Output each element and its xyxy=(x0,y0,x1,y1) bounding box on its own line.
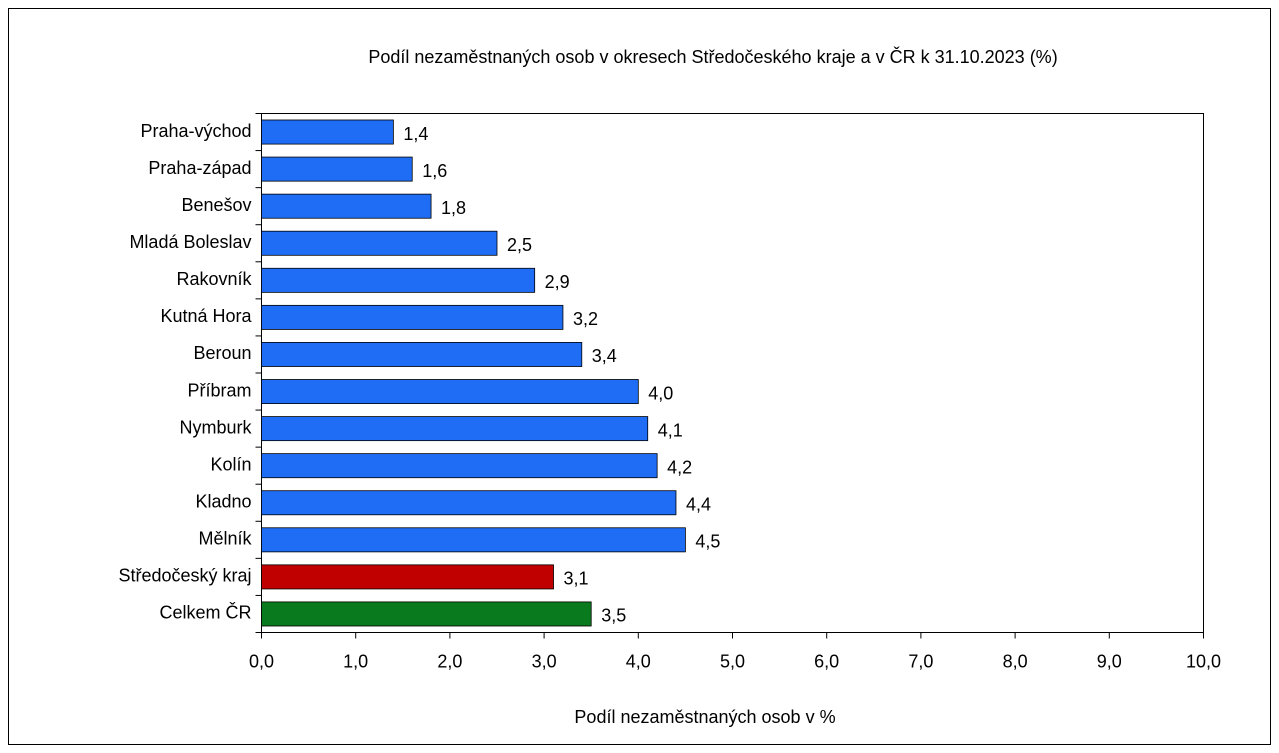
bar xyxy=(261,267,536,293)
x-tick-label: 0,0 xyxy=(249,651,274,671)
value-label: 3,5 xyxy=(601,606,626,626)
bar xyxy=(261,564,554,590)
value-label: 1,4 xyxy=(403,124,428,144)
value-label: 1,6 xyxy=(422,161,447,181)
bar xyxy=(261,490,677,516)
y-tick-label: Kolín xyxy=(210,454,251,474)
y-tick-label: Praha-východ xyxy=(140,121,251,141)
bar xyxy=(261,453,658,479)
y-tick-label: Kladno xyxy=(195,492,251,512)
y-tick-label: Praha-západ xyxy=(148,158,251,178)
y-tick-label: Příbram xyxy=(187,380,251,400)
y-tick-label: Středočeský kraj xyxy=(118,566,251,586)
value-label: 3,4 xyxy=(592,346,617,366)
y-tick-label: Celkem ČR xyxy=(159,602,251,623)
value-label: 2,5 xyxy=(507,235,532,255)
x-tick-label: 1,0 xyxy=(343,651,368,671)
value-label: 4,1 xyxy=(658,420,683,440)
x-tick-label: 3,0 xyxy=(532,651,557,671)
chart-border xyxy=(8,8,1271,745)
x-tick-label: 4,0 xyxy=(626,651,651,671)
bar xyxy=(261,156,413,182)
x-tick-label: 10,0 xyxy=(1186,651,1221,671)
value-label: 3,1 xyxy=(564,569,589,589)
value-label: 2,9 xyxy=(545,272,570,292)
value-label: 4,5 xyxy=(695,532,720,552)
bar xyxy=(261,119,394,145)
bar xyxy=(261,230,498,256)
x-tick-label: 6,0 xyxy=(814,651,839,671)
value-label: 4,2 xyxy=(667,457,692,477)
bar xyxy=(261,379,639,404)
bar xyxy=(261,193,432,219)
x-tick-label: 7,0 xyxy=(908,651,933,671)
x-axis-label: Podíl nezaměstnaných osob v % xyxy=(574,707,835,727)
y-tick-label: Benešov xyxy=(181,195,251,215)
y-tick-label: Beroun xyxy=(193,343,251,363)
y-tick-label: Nymburk xyxy=(179,417,252,437)
bar xyxy=(261,527,686,553)
bar xyxy=(261,416,649,442)
bar xyxy=(261,304,564,330)
x-tick-label: 8,0 xyxy=(1003,651,1028,671)
y-tick-label: Mladá Boleslav xyxy=(129,232,251,252)
y-tick-label: Rakovník xyxy=(176,269,252,289)
x-tick-label: 5,0 xyxy=(720,651,745,671)
bar xyxy=(261,342,583,367)
chart-title: Podíl nezaměstnaných osob v okresech Stř… xyxy=(368,46,1057,67)
y-tick-label: Mělník xyxy=(198,529,252,549)
value-label: 4,4 xyxy=(686,495,711,515)
value-label: 4,0 xyxy=(648,383,673,403)
y-tick-label: Kutná Hora xyxy=(160,306,252,326)
x-tick-label: 2,0 xyxy=(437,651,462,671)
x-tick-label: 9,0 xyxy=(1097,651,1122,671)
value-label: 3,2 xyxy=(573,309,598,329)
bar xyxy=(261,601,592,627)
value-label: 1,8 xyxy=(441,198,466,218)
